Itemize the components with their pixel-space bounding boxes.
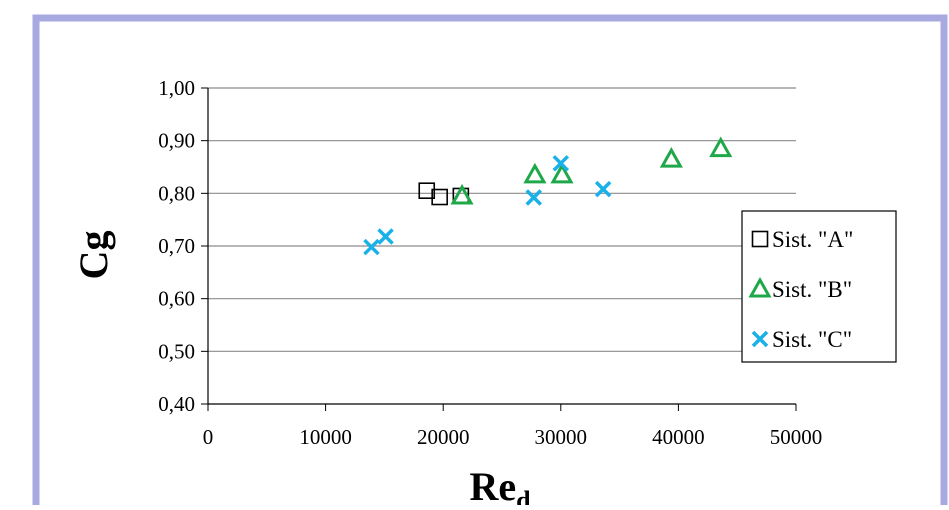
gridlines	[208, 87, 796, 352]
data-point-square	[431, 188, 448, 206]
data-point-triangle	[550, 162, 574, 184]
legend-entry: Sist. "C"	[751, 327, 852, 352]
x-axis-title: Red	[469, 464, 531, 505]
data-point-triangle	[450, 183, 474, 205]
y-tick-label: 0,70	[158, 234, 195, 258]
legend-entry: Sist. "B"	[748, 276, 852, 302]
data-point-x	[525, 189, 542, 206]
y-tick-label: 0,80	[158, 181, 195, 205]
x-marker-stroke	[751, 330, 769, 348]
x-tick-label: 10000	[299, 425, 352, 449]
legend: Sist. "A" Sist. "B" Sist. "C"	[741, 210, 897, 363]
x-tick-label: 0	[203, 425, 214, 449]
legend-marker-square	[751, 230, 769, 248]
y-tick-label: 1,00	[158, 76, 195, 100]
x-marker-stroke	[594, 180, 612, 198]
legend-label: Sist. "A"	[772, 227, 853, 252]
y-tick-label: 0,50	[158, 339, 195, 363]
x-marker-stroke	[377, 228, 394, 245]
x-tick-label: 40000	[652, 425, 705, 449]
legend-marker-x	[751, 330, 769, 348]
legend-marker-triangle	[748, 276, 772, 298]
data-point-square	[418, 182, 436, 199]
series-c	[363, 155, 612, 256]
data-point-triangle	[523, 162, 547, 184]
tick-labels: 0,40 0,50 0,60 0,70 0,80 0,90 1,00 0 10000 20000 3…	[158, 76, 822, 449]
legend-label: Sist. "C"	[772, 327, 852, 352]
data-point-x	[552, 155, 570, 172]
data-point-x	[377, 228, 394, 245]
x-marker-stroke	[363, 238, 380, 256]
y-tick-label: 0,60	[158, 287, 195, 311]
y-axis-title: Cg	[71, 231, 116, 280]
x-tick-label: 50000	[770, 425, 823, 449]
x-axis-title-main: Re	[469, 464, 516, 505]
x-marker-stroke	[552, 155, 570, 172]
y-tick-label: 0,90	[158, 129, 195, 153]
data-point-triangle	[709, 136, 733, 158]
series-b	[450, 136, 733, 205]
axes	[201, 87, 797, 411]
legend-label: Sist. "B"	[772, 277, 852, 302]
legend-entry: Sist. "A"	[751, 227, 853, 252]
data-point-triangle	[659, 147, 683, 168]
x-marker-stroke	[525, 189, 542, 206]
data-points	[363, 136, 733, 256]
x-tick-label: 20000	[417, 425, 470, 449]
data-point-x	[363, 238, 380, 256]
y-tick-label: 0,40	[158, 392, 195, 416]
x-axis-title-subscript: d	[516, 486, 531, 505]
data-point-x	[594, 180, 612, 198]
x-tick-label: 30000	[535, 425, 588, 449]
